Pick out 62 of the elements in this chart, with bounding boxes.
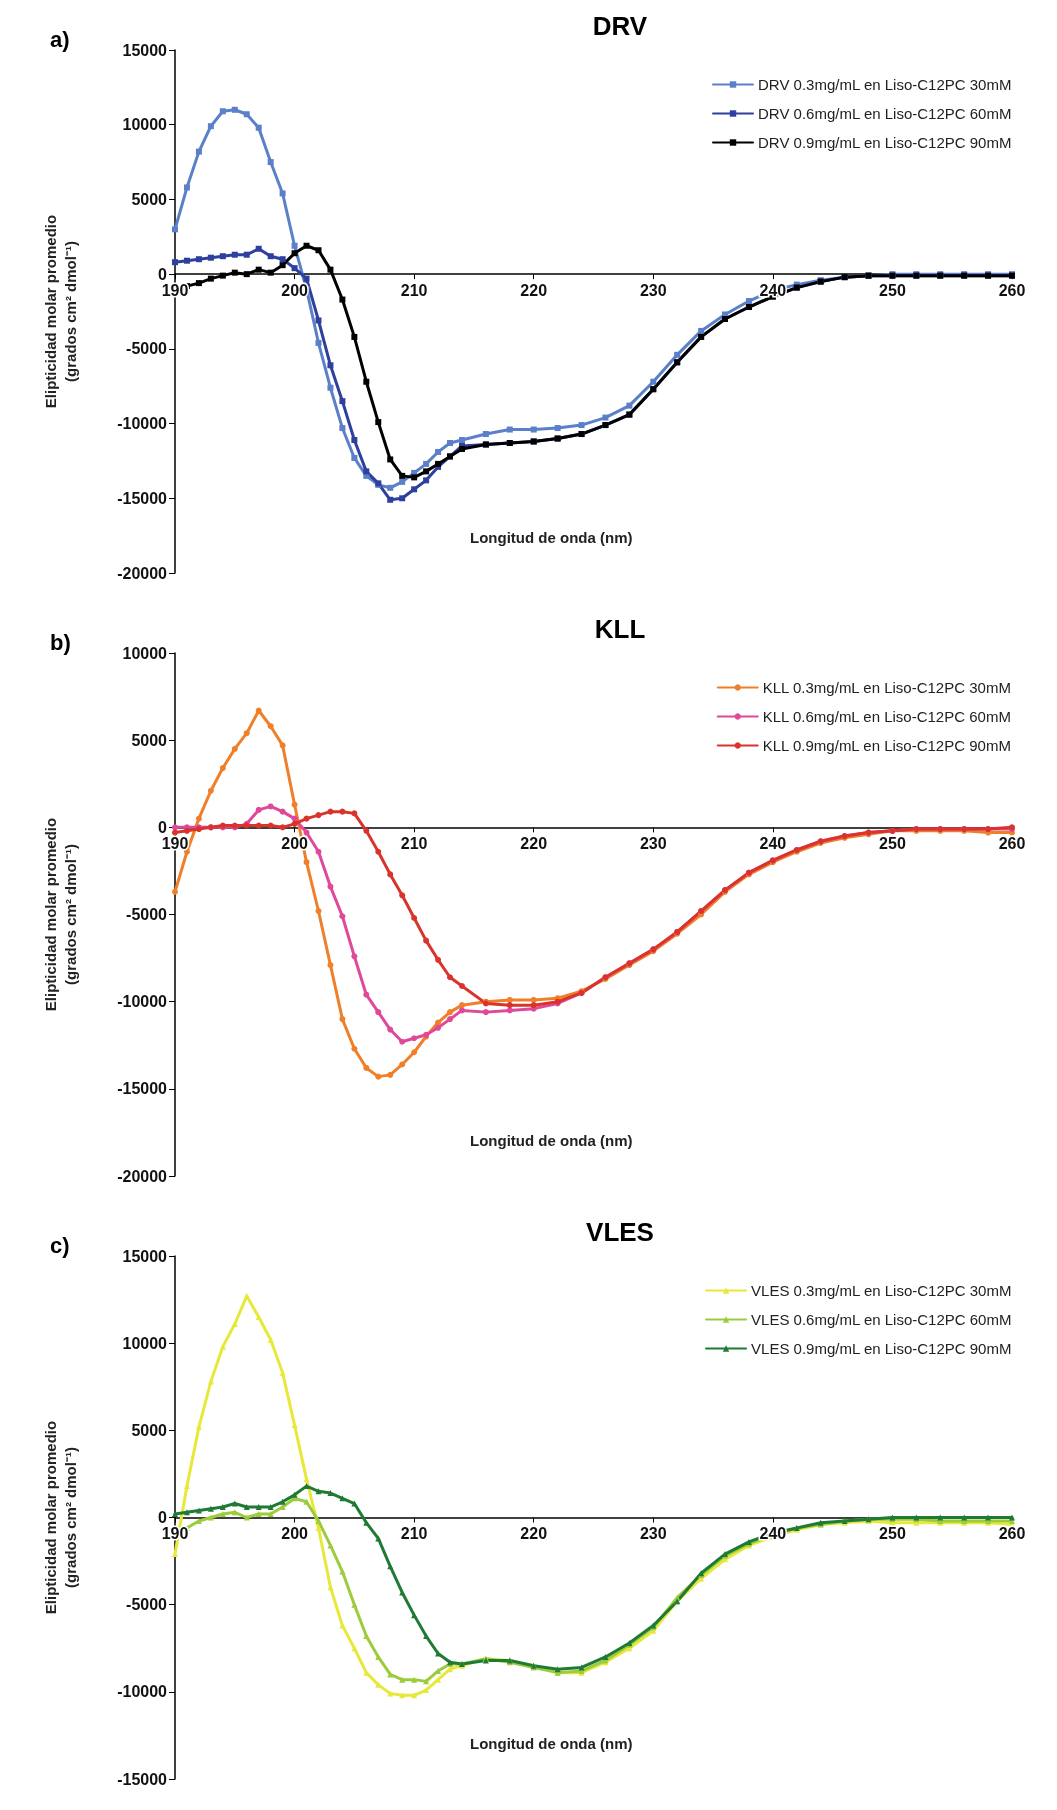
- legend-label: DRV 0.3mg/mL en Liso-C12PC 30mM: [758, 76, 1012, 93]
- y-tick-label: -15000: [117, 489, 168, 507]
- chart-title: VLES: [586, 1217, 654, 1247]
- y-tick-label: 0: [158, 265, 168, 283]
- x-tick-label: 260: [998, 834, 1026, 852]
- y-tick-label: -5000: [126, 906, 168, 923]
- y-tick-label: -15000: [117, 1080, 168, 1098]
- y-axis-title: Elipticidad molar promedio (grados cm² dmol⁻¹): [41, 1420, 79, 1615]
- x-tick-label: 240: [759, 281, 787, 299]
- x-tick-label: 220: [520, 1525, 548, 1542]
- y-tick-label: -20000: [117, 1167, 168, 1185]
- x-axis-title: Longitud de onda (nm): [470, 1735, 633, 1752]
- y-tick-label: -10000: [117, 1683, 168, 1701]
- chart-title: KLL: [594, 614, 646, 644]
- y-tick-label: -5000: [126, 1596, 168, 1614]
- y-tick-label: 5000: [131, 190, 168, 208]
- y-tick-label: 0: [158, 1509, 168, 1526]
- x-tick-label: 250: [879, 1525, 906, 1542]
- x-tick-label: 210: [400, 281, 428, 299]
- x-tick-label: 230: [639, 281, 667, 299]
- legend-label: DRV 0.6mg/mL en Liso-C12PC 60mM: [758, 105, 1012, 122]
- y-tick-label: -10000: [117, 993, 168, 1011]
- y-axis-title: Elipticidad molar promedio (grados cm² dmol⁻¹): [41, 214, 79, 409]
- x-tick-label: 210: [400, 834, 428, 852]
- y-tick-label: -15000: [117, 1770, 168, 1788]
- y-tick-label: 5000: [131, 1421, 168, 1439]
- legend-label: DRV 0.9mg/mL en Liso-C12PC 90mM: [758, 134, 1012, 151]
- y-tick-label: 15000: [122, 1247, 168, 1265]
- y-tick-label: -20000: [117, 564, 168, 582]
- x-tick-label: 260: [998, 1525, 1026, 1542]
- x-tick-label: 210: [400, 1525, 428, 1542]
- legend-label: VLES 0.9mg/mL en Liso-C12PC 90mM: [751, 1340, 1012, 1357]
- x-tick-label: 260: [998, 281, 1026, 299]
- x-tick-label: 240: [759, 1525, 787, 1542]
- y-tick-label: 15000: [122, 41, 168, 59]
- x-tick-label: 200: [281, 1525, 309, 1542]
- y-tick-label: 10000: [122, 1334, 168, 1352]
- x-tick-label: 220: [520, 834, 548, 852]
- text: c): [50, 1232, 70, 1258]
- x-tick-label: 220: [520, 281, 548, 299]
- text: a): [50, 26, 70, 52]
- legend-label: VLES 0.6mg/mL en Liso-C12PC 60mM: [751, 1311, 1012, 1328]
- x-axis-title: Longitud de onda (nm): [470, 1132, 633, 1149]
- legend-label: KLL 0.9mg/mL en Liso-C12PC 90mM: [762, 737, 1011, 754]
- x-tick-label: 250: [879, 281, 906, 299]
- y-tick-label: -5000: [126, 340, 168, 358]
- y-tick-label: 10000: [122, 116, 168, 134]
- y-axis-title: Elipticidad molar promedio (grados cm² dmol⁻¹): [41, 817, 79, 1012]
- x-tick-label: 240: [759, 834, 787, 852]
- legend-label: VLES 0.3mg/mL en Liso-C12PC 30mM: [751, 1282, 1012, 1299]
- y-tick-label: 0: [158, 818, 168, 836]
- x-tick-label: 230: [639, 1525, 667, 1542]
- y-tick-label: 10000: [122, 644, 168, 662]
- chart-title: DRV: [592, 11, 648, 41]
- text: b): [50, 629, 71, 655]
- x-tick-label: 230: [639, 834, 667, 852]
- x-axis-title: Longitud de onda (nm): [470, 529, 633, 546]
- x-tick-label: 250: [879, 834, 906, 852]
- y-tick-label: 5000: [131, 731, 168, 749]
- legend-label: KLL 0.6mg/mL en Liso-C12PC 60mM: [762, 708, 1011, 725]
- y-tick-label: -10000: [117, 415, 168, 433]
- legend-label: KLL 0.3mg/mL en Liso-C12PC 30mM: [762, 679, 1011, 696]
